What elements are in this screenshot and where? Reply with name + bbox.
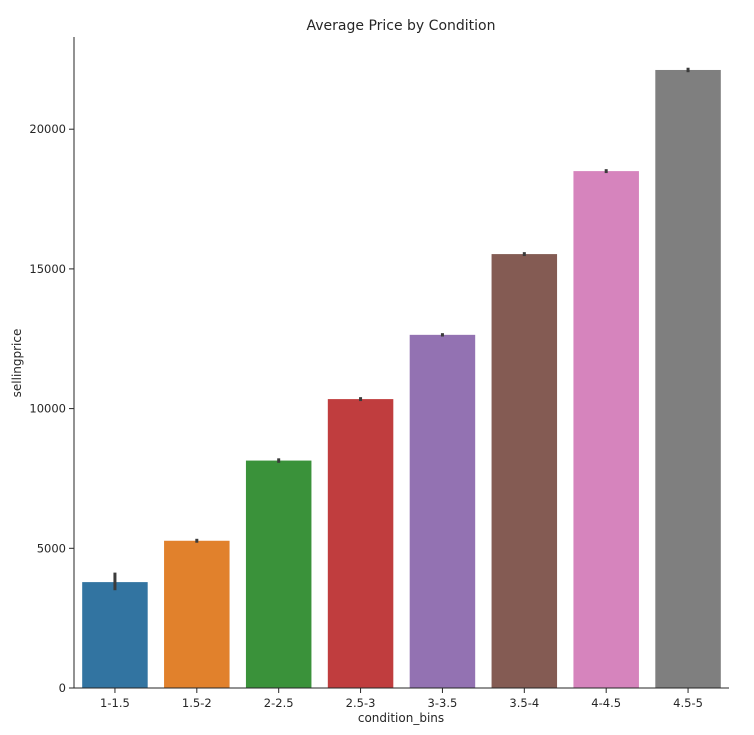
y-tick-label: 10000: [29, 402, 66, 416]
y-tick-label: 0: [59, 681, 66, 695]
x-tick-label: 2-2.5: [264, 696, 294, 710]
y-tick-label: 5000: [37, 541, 66, 555]
bar-2-2.5: [245, 460, 312, 688]
x-tick-label: 4.5-5: [673, 696, 703, 710]
x-tick-label: 1-1.5: [100, 696, 130, 710]
y-tick-label: 15000: [29, 262, 66, 276]
bar-3-3.5: [409, 334, 476, 688]
bar-4-4.5: [573, 171, 639, 689]
x-tick-label: 4-4.5: [591, 696, 621, 710]
bars-layer: [82, 69, 721, 689]
bar-2.5-3: [327, 399, 394, 688]
y-ticks-layer: 0 5000 10000 15000 20000: [29, 122, 74, 695]
bar-3.5-4: [491, 254, 558, 688]
x-axis-label: condition_bins: [358, 711, 444, 725]
x-tick-label: 1.5-2: [182, 696, 212, 710]
y-tick-label: 20000: [29, 122, 66, 136]
bar-1-1.5: [82, 582, 148, 688]
x-tick-label: 2.5-3: [346, 696, 376, 710]
y-axis-label: sellingprice: [10, 329, 24, 398]
x-tick-label: 3-3.5: [428, 696, 458, 710]
error-bars-layer: [113, 67, 690, 591]
x-ticks-layer: 1-1.5 1.5-2 2-2.5 2.5-3 3-3.5 3.5-4 4-4.5 4.5-5: [100, 688, 703, 710]
bar-1.5-2: [164, 540, 230, 688]
chart-title: Average Price by Condition: [307, 18, 496, 34]
x-tick-label: 3.5-4: [509, 696, 539, 710]
bar-4.5-5: [655, 69, 721, 689]
